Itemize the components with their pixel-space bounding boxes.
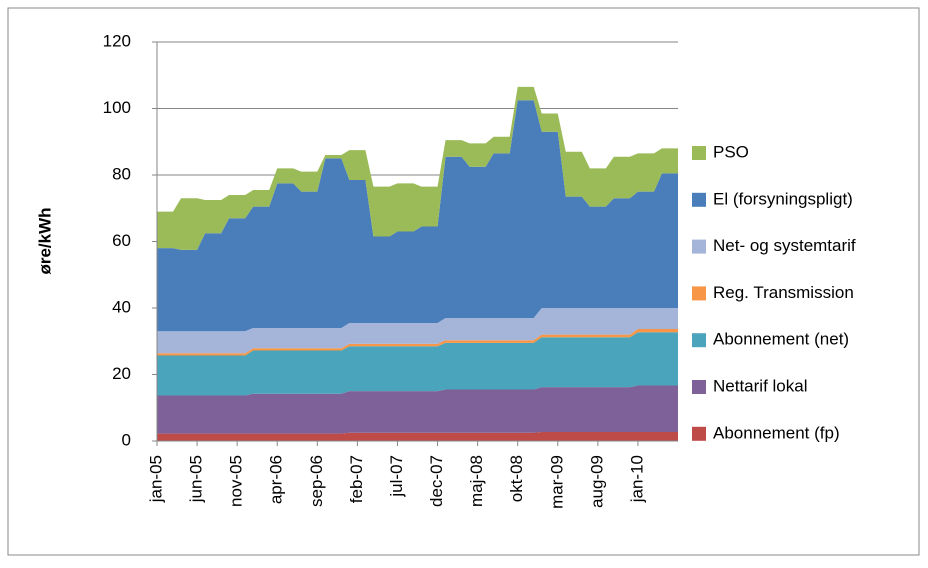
legend-swatch xyxy=(692,239,706,254)
x-tick-label: mar-09 xyxy=(547,455,566,509)
area xyxy=(157,432,678,441)
y-axis-label: øre/kWh xyxy=(35,207,54,274)
y-tick-label: 120 xyxy=(103,31,131,50)
x-tick-label: apr-06 xyxy=(267,455,286,504)
legend-label: Nettarif lokal xyxy=(713,376,807,395)
legend-swatch xyxy=(692,426,706,441)
legend-label: Abonnement (net) xyxy=(713,330,849,349)
x-tick-label: nov-05 xyxy=(227,455,246,507)
x-tick-label: sep-06 xyxy=(307,455,326,507)
legend-swatch xyxy=(692,380,706,394)
legend-label: Reg. Transmission xyxy=(713,283,854,302)
legend-swatch xyxy=(692,146,706,160)
legend-label: Abonnement (fp) xyxy=(713,423,840,442)
x-tick-label: jun-05 xyxy=(187,455,206,503)
x-tick-label: jul-07 xyxy=(387,455,406,498)
y-tick-label: 80 xyxy=(112,164,131,183)
y-tick-label: 60 xyxy=(112,231,131,250)
x-tick-label: maj-08 xyxy=(467,455,486,507)
area xyxy=(157,308,678,354)
legend-label: Net- og systemtarif xyxy=(713,236,856,255)
x-tick-label: okt-08 xyxy=(507,455,526,502)
legend-swatch xyxy=(692,333,706,348)
y-tick-label: 40 xyxy=(112,297,131,316)
legend-swatch xyxy=(692,286,706,301)
area xyxy=(157,86,678,250)
area xyxy=(157,332,678,396)
area xyxy=(157,100,678,332)
legend-label: PSO xyxy=(713,142,749,161)
x-tick-label: dec-07 xyxy=(427,455,446,507)
area xyxy=(157,328,678,356)
x-tick-label: jan-10 xyxy=(627,455,646,503)
x-tick-label: jan-05 xyxy=(146,455,165,503)
x-tick-label: feb-07 xyxy=(347,455,366,503)
area xyxy=(157,385,678,434)
y-tick-label: 20 xyxy=(112,364,131,383)
legend-swatch xyxy=(692,192,706,207)
legend-label: El (forsyningspligt) xyxy=(713,189,853,208)
y-tick-label: 100 xyxy=(103,98,131,117)
x-tick-label: aug-09 xyxy=(587,455,606,508)
y-tick-label: 0 xyxy=(122,430,131,449)
